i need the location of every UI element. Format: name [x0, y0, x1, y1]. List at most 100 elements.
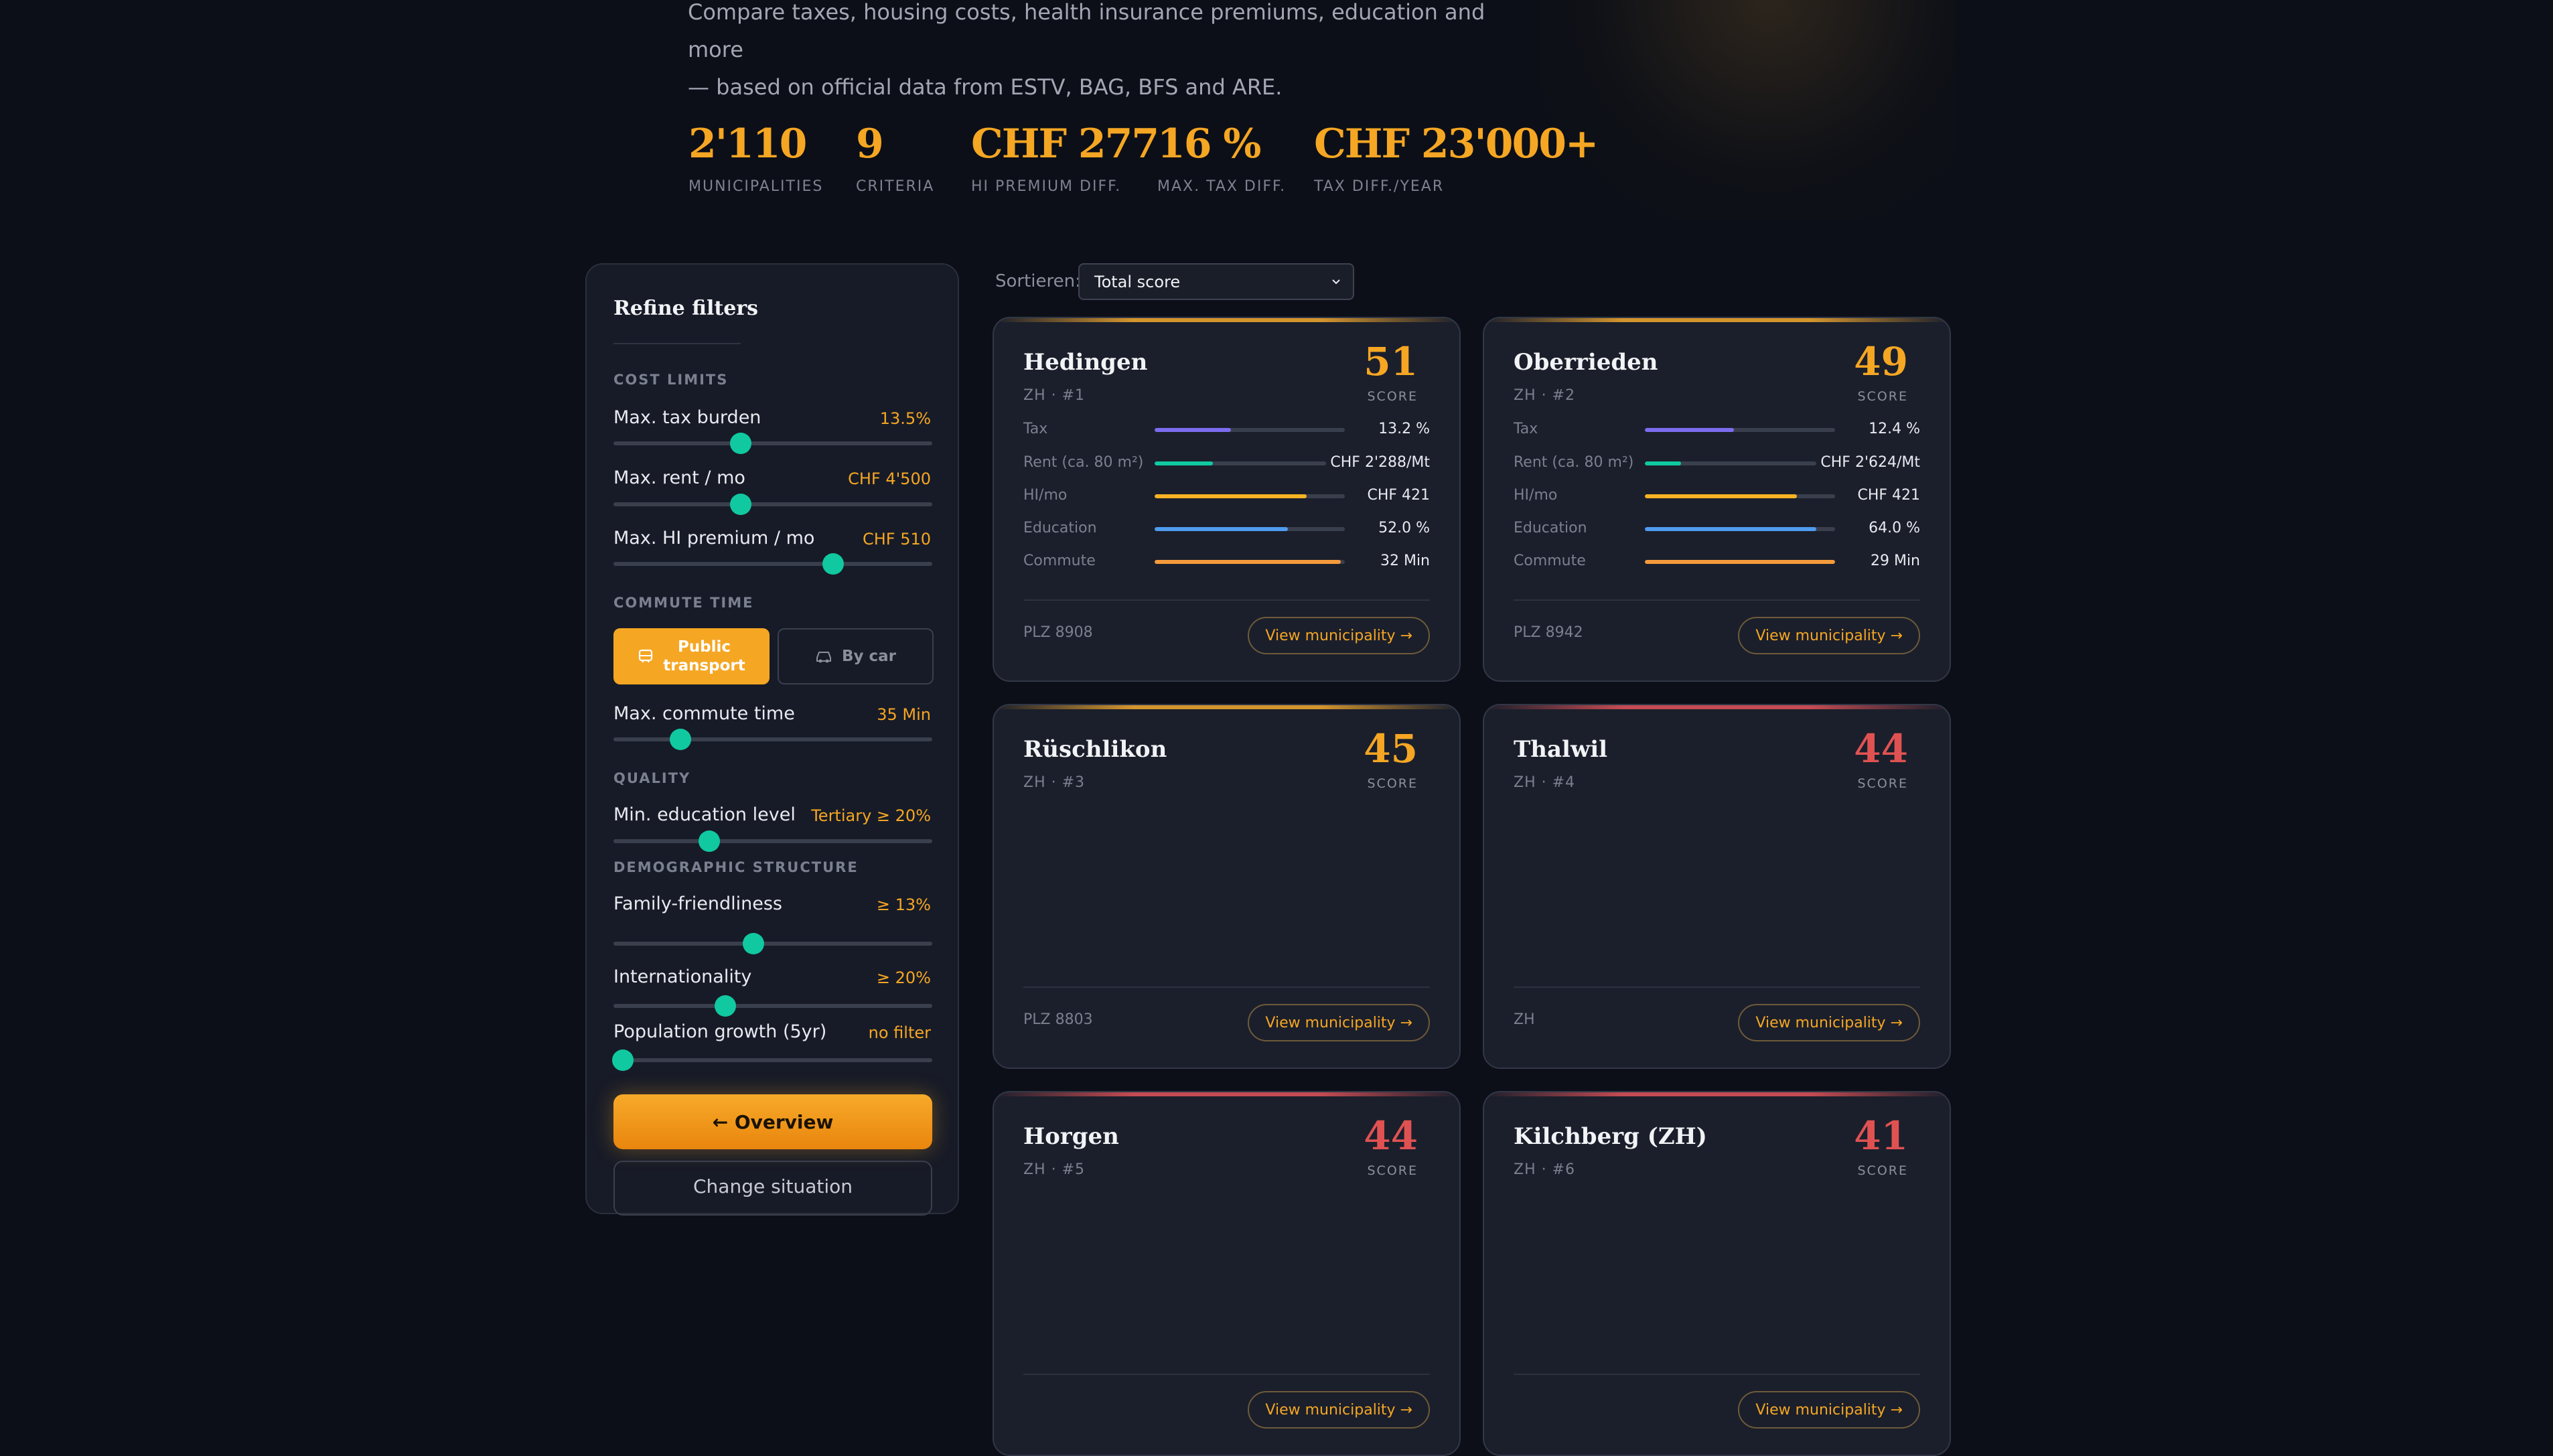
overview-button[interactable]: ← Overview — [613, 1094, 932, 1149]
metric-bar-education — [1155, 527, 1345, 531]
slider-thumb[interactable] — [714, 995, 736, 1017]
card-divider — [1023, 987, 1430, 988]
family-filter-value: ≥ 13% — [876, 895, 931, 914]
international-filter-label: Internationality — [613, 966, 752, 987]
slider-thumb[interactable] — [730, 433, 752, 454]
card-accent — [994, 705, 1459, 709]
view-municipality-button[interactable]: View municipality → — [1248, 1004, 1430, 1041]
municipality-name: Hedingen — [1023, 349, 1148, 376]
by-car-button[interactable]: By car — [778, 628, 934, 684]
premium-filter-value: CHF 510 — [862, 530, 931, 549]
stat-label: CRITERIA — [856, 178, 935, 195]
slider-thumb[interactable] — [612, 1049, 634, 1071]
stat-value: CHF 23'000+ — [1314, 121, 1599, 167]
public-transport-button[interactable]: Public transport — [613, 628, 770, 684]
metric-bar-fill — [1645, 527, 1816, 531]
car-icon — [816, 652, 831, 663]
metric-label-education: Education — [1514, 520, 1587, 536]
international-slider[interactable] — [613, 995, 932, 1017]
stat-criteria: 9 CRITERIA — [856, 121, 934, 195]
view-municipality-button[interactable]: View municipality → — [1248, 1391, 1430, 1429]
stat-label: MAX. TAX DIFF. — [1157, 178, 1287, 195]
family-slider[interactable] — [613, 933, 932, 954]
stat-tax-diff-year: CHF 23'000+ TAX DIFF./YEAR — [1314, 121, 1599, 195]
stat-municipalities: 2'110 MUNICIPALITIES — [688, 121, 823, 195]
stat-value: CHF 277 — [971, 121, 1159, 167]
slider-thumb[interactable] — [743, 933, 765, 954]
municipality-name: Horgen — [1023, 1123, 1119, 1150]
card-divider — [1023, 1374, 1430, 1375]
metric-label-tax: Tax — [1514, 421, 1538, 437]
municipality-name: Rüschlikon — [1023, 736, 1167, 763]
tax-filter-value: 13.5% — [879, 409, 931, 428]
card-accent — [1484, 318, 1950, 322]
municipality-score: 44 — [1364, 1113, 1418, 1159]
international-filter-value: ≥ 20% — [876, 968, 931, 987]
education-filter-value: Tertiary ≥ 20% — [811, 806, 931, 825]
commute-filter-label: Max. commute time — [613, 703, 795, 724]
stat-value: 16 % — [1157, 121, 1261, 167]
slider-thumb[interactable] — [698, 830, 720, 852]
slider-thumb[interactable] — [669, 729, 691, 750]
stat-label: MUNICIPALITIES — [688, 178, 824, 195]
by-car-label: By car — [841, 648, 897, 665]
education-slider[interactable] — [613, 830, 932, 852]
slider-thumb[interactable] — [730, 494, 752, 515]
section-commute-time: COMMUTE TIME — [613, 595, 754, 611]
metric-value-hi: CHF 421 — [1857, 487, 1920, 504]
rent-slider[interactable] — [613, 494, 932, 515]
municipality-card: Rüschlikon ZH · #3 45 SCORE Tax11.9 %Ren… — [993, 704, 1461, 1069]
metric-bar-rent — [1645, 461, 1816, 465]
sidebar-title: Refine filters — [613, 297, 759, 320]
municipality-card: Hedingen ZH · #1 51 SCORE Tax 13.2 % Rent … — [993, 317, 1461, 682]
slider-thumb[interactable] — [822, 553, 845, 575]
metric-value-commute: 29 Min — [1870, 553, 1920, 569]
card-divider — [1514, 599, 1920, 601]
metric-label-commute: Commute — [1023, 553, 1096, 569]
tax-slider[interactable] — [613, 433, 932, 454]
section-cost-limits: COST LIMITS — [613, 372, 729, 388]
view-municipality-button[interactable]: View municipality → — [1738, 1004, 1920, 1041]
growth-slider[interactable] — [612, 1049, 932, 1071]
change-situation-button[interactable]: Change situation — [613, 1161, 932, 1216]
municipality-score: 51 — [1364, 339, 1418, 384]
metric-bar-education — [1645, 527, 1835, 531]
municipality-canton-rank: ZH · #6 — [1514, 1161, 1576, 1178]
metric-value-rent: CHF 2'624/Mt — [1820, 454, 1920, 471]
intro-line-1: Compare taxes, housing costs, health ins… — [688, 0, 1485, 62]
postal-code: PLZ 8908 — [1023, 624, 1093, 641]
family-filter-label: Family-friendliness — [613, 893, 782, 914]
score-label: SCORE — [1857, 389, 1908, 404]
stat-hi-premium-diff: CHF 277 HI PREMIUM DIFF. — [971, 121, 1159, 195]
rent-filter-label: Max. rent / mo — [613, 467, 745, 488]
municipality-name: Thalwil — [1514, 736, 1608, 763]
metric-label-hi: HI/mo — [1023, 487, 1068, 504]
municipality-name: Kilchberg (ZH) — [1514, 1123, 1707, 1150]
card-accent — [1484, 1092, 1950, 1096]
metric-label-tax: Tax — [1023, 421, 1048, 437]
sort-label: Sortieren: — [995, 271, 1081, 291]
score-label: SCORE — [1367, 776, 1418, 791]
metric-value-tax: 13.2 % — [1378, 421, 1430, 437]
card-accent — [994, 1092, 1459, 1096]
metric-value-rent: CHF 2'288/Mt — [1330, 454, 1430, 471]
education-filter-label: Min. education level — [613, 804, 796, 825]
sort-select[interactable]: Total score — [1078, 263, 1354, 300]
premium-slider[interactable] — [613, 553, 932, 575]
header-glow — [1540, 0, 1956, 221]
view-municipality-button[interactable]: View municipality → — [1738, 617, 1920, 654]
commute-slider[interactable] — [613, 729, 932, 750]
metric-value-education: 52.0 % — [1378, 520, 1430, 536]
metric-label-rent: Rent (ca. 80 m²) — [1514, 454, 1634, 471]
metric-label-education: Education — [1023, 520, 1097, 536]
score-label: SCORE — [1857, 776, 1908, 791]
metric-label-hi: HI/mo — [1514, 487, 1558, 504]
stat-value: 2'110 — [688, 121, 807, 167]
metric-bar-tax — [1155, 428, 1345, 432]
view-municipality-button[interactable]: View municipality → — [1738, 1391, 1920, 1429]
metric-bar-fill — [1155, 494, 1307, 498]
view-municipality-button[interactable]: View municipality → — [1248, 617, 1430, 654]
metric-bar-fill — [1155, 560, 1341, 564]
metric-bar-hi — [1645, 494, 1835, 498]
